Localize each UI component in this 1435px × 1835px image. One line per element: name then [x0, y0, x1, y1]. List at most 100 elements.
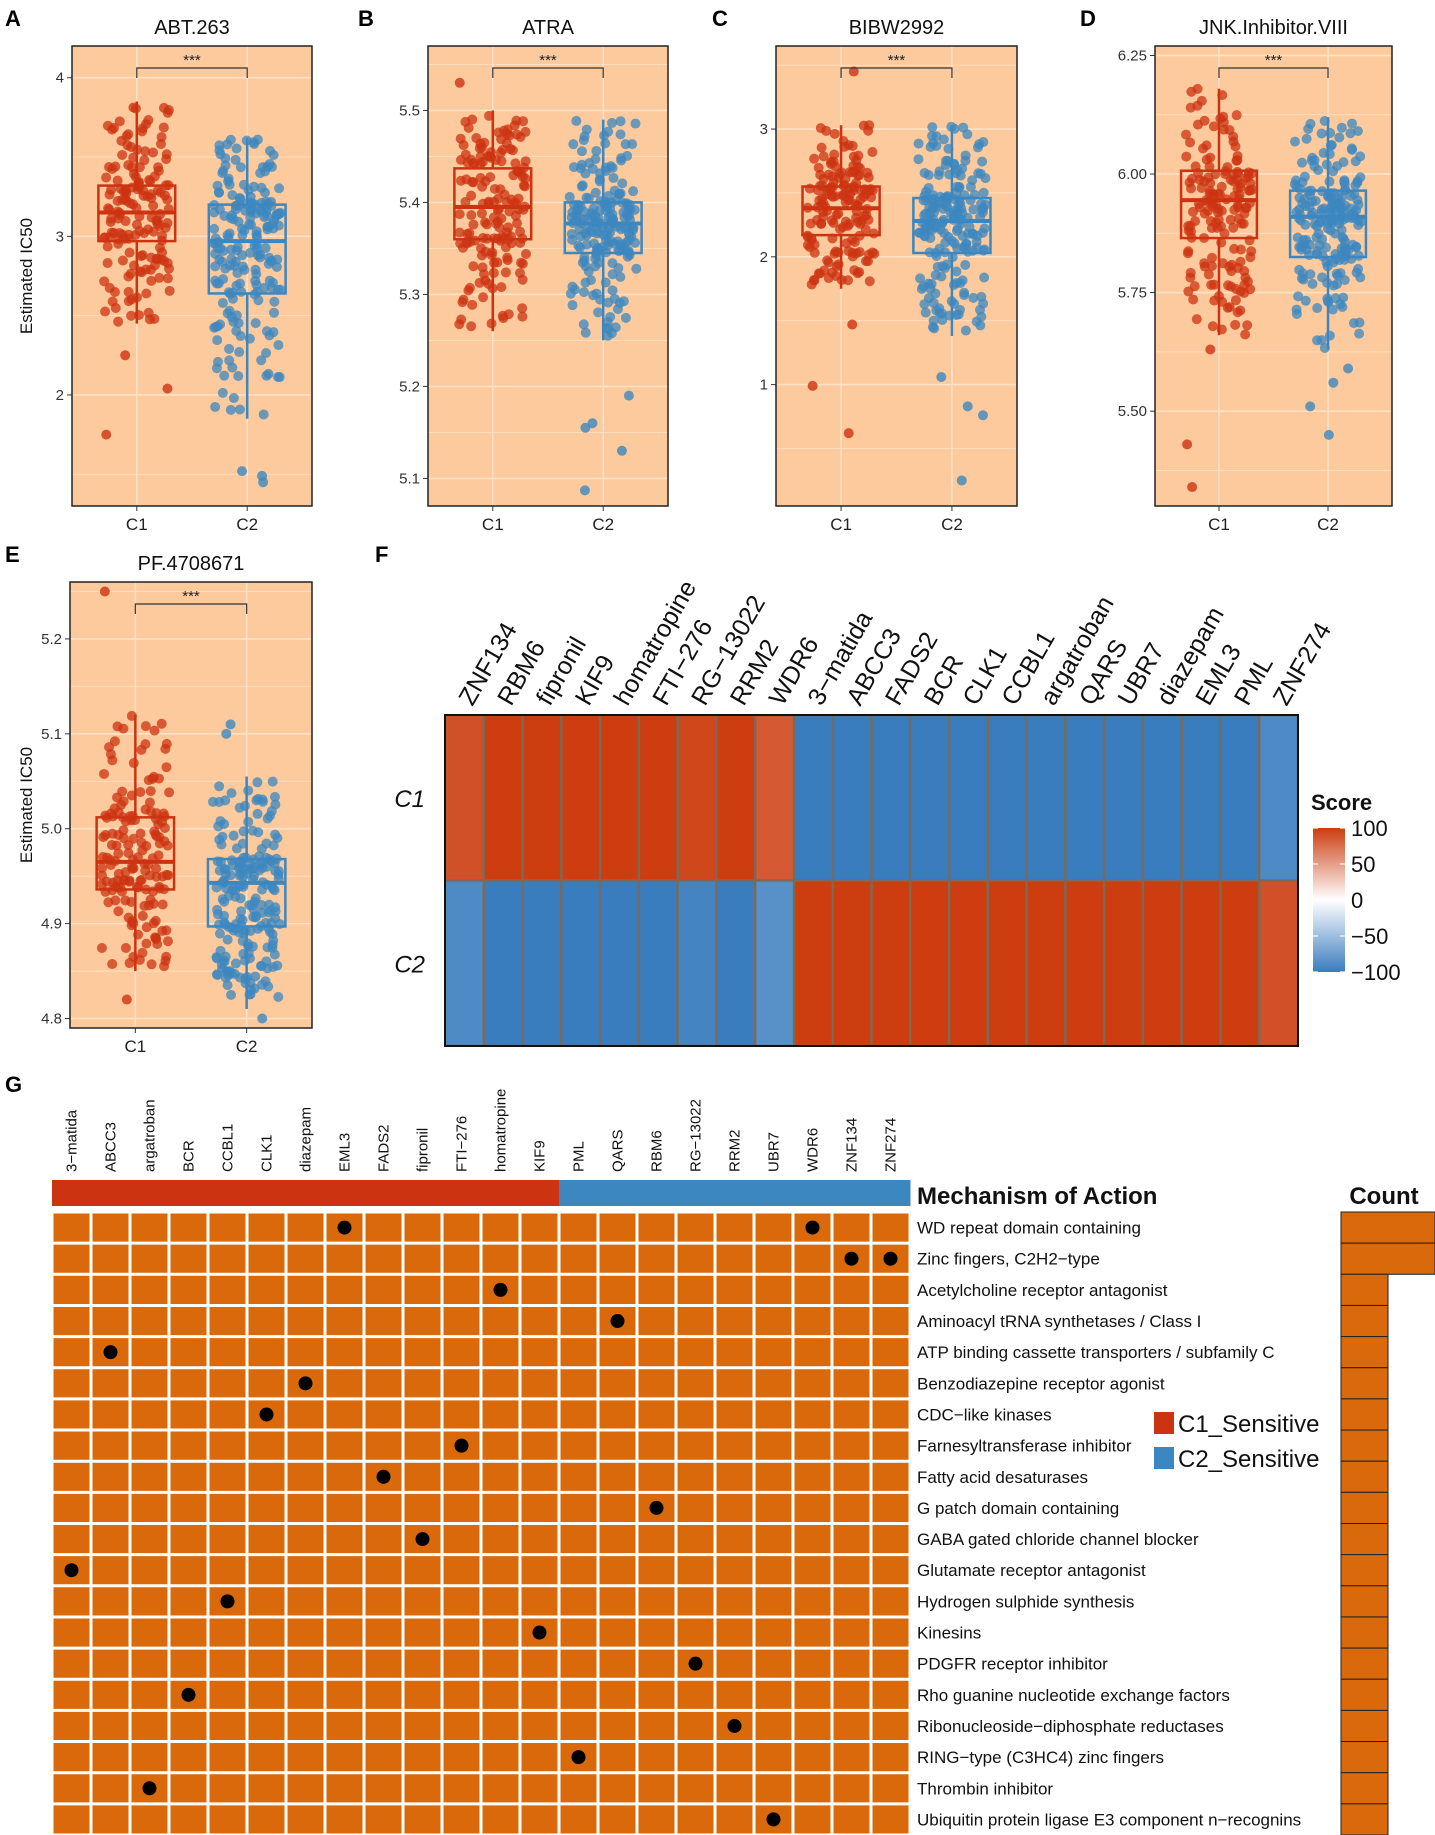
data-point — [1240, 202, 1251, 213]
data-point — [517, 258, 528, 269]
plot-border — [775, 45, 1018, 507]
data-point — [976, 291, 987, 302]
data-point — [1185, 272, 1196, 283]
y-tick-label: 4.9 — [41, 916, 62, 933]
count-bar — [1340, 1772, 1389, 1805]
data-point — [227, 362, 238, 373]
data-point — [219, 370, 230, 381]
heatmap-cell — [1027, 716, 1065, 880]
data-point — [620, 312, 631, 323]
data-point — [867, 147, 878, 158]
data-point — [576, 146, 587, 157]
y-tick-label: 5.4 — [399, 194, 420, 211]
oncoprint-column-label: QARS — [610, 1129, 627, 1172]
mechanism-hit-dot — [220, 1594, 235, 1609]
mechanism-label: Rho guanine nucleotide exchange factors — [917, 1686, 1230, 1705]
mechanism-hit-dot — [259, 1407, 274, 1422]
data-point — [1233, 213, 1244, 224]
data-point — [1199, 176, 1210, 187]
data-point — [1230, 295, 1241, 306]
data-point — [105, 749, 116, 760]
data-point — [114, 227, 125, 238]
count-bar — [1340, 1460, 1389, 1493]
plot-background — [72, 46, 312, 506]
data-point — [112, 175, 123, 186]
data-point — [269, 949, 280, 960]
data-point — [1191, 314, 1202, 325]
data-point — [144, 797, 155, 808]
significance-label: *** — [539, 52, 557, 69]
data-point — [215, 945, 226, 956]
mechanism-label: Acetylcholine receptor antagonist — [917, 1281, 1168, 1300]
data-point — [226, 788, 237, 799]
data-point — [96, 863, 107, 874]
outlier-point — [454, 77, 465, 88]
data-point — [609, 293, 620, 304]
chart-title: PF.4708671 — [138, 553, 245, 575]
legend-colorbar — [1313, 828, 1345, 972]
data-point — [105, 217, 116, 228]
data-point — [1345, 203, 1356, 214]
oncoprint-column-label: argatroban — [142, 1099, 159, 1172]
data-point — [460, 196, 471, 207]
boxplot-panel-a: 2 3 4 C1 C2 *** ABT.263 A Estimated IC50 — [5, 6, 313, 534]
group-annotation-cell — [442, 1180, 482, 1206]
heatmap-cell — [756, 881, 793, 1045]
y-tick-label: 5.0 — [41, 821, 62, 838]
data-point — [940, 160, 951, 171]
oncoprint-column-label: FADS2 — [376, 1124, 393, 1172]
data-point — [816, 142, 827, 153]
oncoprint-column-label: ABCC3 — [103, 1122, 120, 1172]
data-point — [266, 856, 277, 867]
data-point — [103, 897, 114, 908]
data-point — [977, 156, 988, 167]
box-c1 — [1179, 169, 1259, 240]
data-point — [923, 278, 934, 289]
panel-label: F — [375, 542, 388, 567]
data-point — [802, 240, 813, 251]
data-point — [1230, 141, 1241, 152]
data-point — [158, 808, 169, 819]
data-point — [1240, 329, 1251, 340]
data-point — [818, 211, 829, 222]
data-point — [117, 149, 128, 160]
oncoprint-column-label: fipronil — [415, 1128, 432, 1172]
outlier-point — [936, 371, 947, 382]
data-point — [100, 306, 111, 317]
data-point — [1317, 234, 1328, 245]
group-annotation-cell — [286, 1180, 326, 1206]
data-point — [223, 176, 234, 187]
count-bar — [1340, 1554, 1389, 1587]
data-point — [1350, 180, 1361, 191]
y-tick-label: 2 — [56, 387, 64, 404]
mechanism-label: WD repeat domain containing — [917, 1219, 1141, 1238]
data-point — [141, 288, 152, 299]
data-point — [630, 237, 641, 248]
data-point — [252, 777, 263, 788]
data-point — [234, 404, 245, 415]
data-point — [831, 261, 842, 272]
count-bar — [1340, 1398, 1389, 1431]
data-point — [107, 124, 118, 135]
boxplot-panel-c: 1 2 3 C1 C2 *** BIBW2992 C — [712, 6, 1018, 534]
heatmap-cell — [989, 716, 1026, 880]
data-point — [151, 215, 162, 226]
data-point — [978, 187, 989, 198]
outlier-point — [847, 319, 858, 330]
data-point — [1231, 110, 1242, 121]
data-point — [932, 261, 943, 272]
data-point — [1243, 171, 1254, 182]
mechanism-label: CDC−like kinases — [917, 1405, 1052, 1424]
outlier-point — [99, 586, 110, 597]
data-point — [580, 327, 591, 338]
data-point — [1213, 188, 1224, 199]
data-point — [587, 163, 598, 174]
data-point — [1242, 320, 1253, 331]
data-point — [925, 207, 936, 218]
data-point — [864, 120, 875, 131]
mechanism-hit-dot — [844, 1251, 859, 1266]
mechanism-label: Hydrogen sulphide synthesis — [917, 1592, 1134, 1611]
data-point — [262, 221, 273, 232]
data-point — [514, 268, 525, 279]
data-point — [467, 299, 478, 310]
